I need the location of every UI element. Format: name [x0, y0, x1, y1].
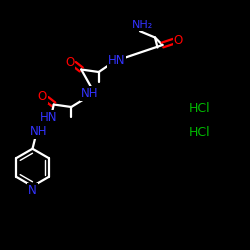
Text: HN: HN: [40, 111, 58, 124]
Text: NH: NH: [80, 87, 98, 100]
Text: O: O: [174, 34, 183, 46]
Text: N: N: [28, 184, 37, 196]
Text: HCl: HCl: [189, 102, 211, 115]
Text: HN: HN: [108, 54, 125, 67]
Text: O: O: [38, 90, 47, 104]
Text: NH: NH: [30, 125, 47, 138]
Text: NH₂: NH₂: [132, 20, 153, 30]
Text: O: O: [65, 56, 74, 68]
Text: HCl: HCl: [189, 126, 211, 139]
